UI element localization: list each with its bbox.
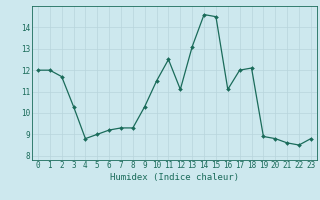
X-axis label: Humidex (Indice chaleur): Humidex (Indice chaleur) [110, 173, 239, 182]
